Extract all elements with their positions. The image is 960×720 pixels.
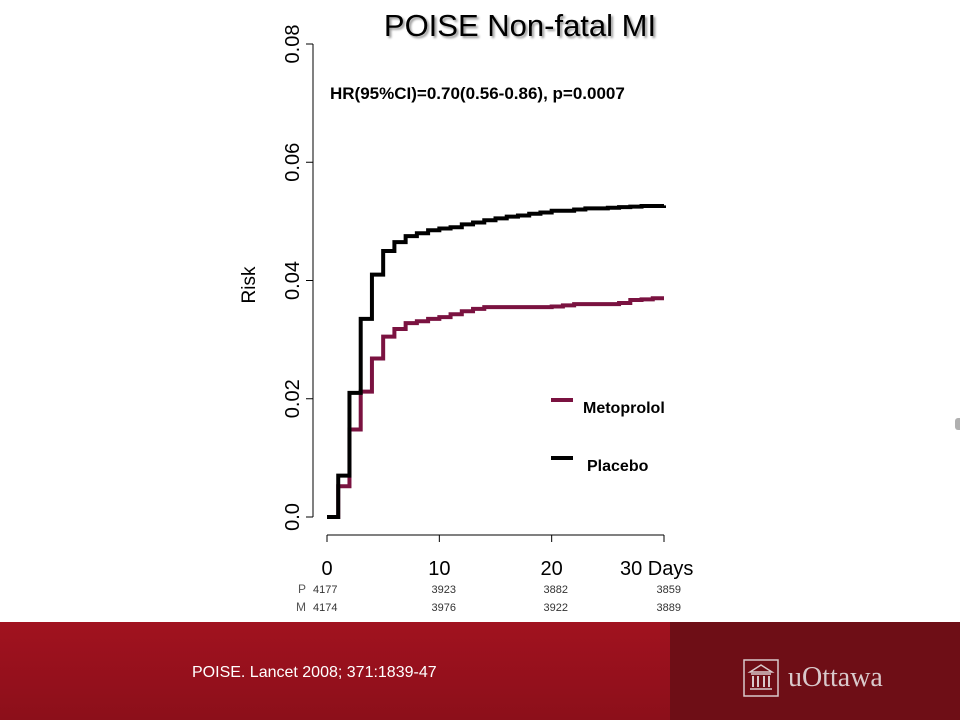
citation-text: POISE. Lancet 2008; 371:1839-47 — [192, 664, 437, 681]
chart-title: POISE Non-fatal MI — [383, 8, 657, 43]
uottawa-logo: uOttawa — [742, 658, 902, 698]
x-tick-label: 20 — [541, 558, 563, 580]
at-risk-value: 4177 — [313, 584, 337, 596]
at-risk-value: 3923 — [432, 584, 456, 596]
series-line-metoprolol — [327, 296, 664, 519]
chart-axes: 0.0 0.02 0.04 0.06 0.08 Risk 0 10 20 30 Days — [239, 25, 693, 580]
km-chart: 0.0 0.02 0.04 0.06 0.08 Risk 0 10 20 30 Days Meto… — [239, 25, 693, 614]
y-tick-label: 0.06 — [282, 143, 304, 182]
at-risk-value: 4174 — [313, 602, 337, 614]
building-icon — [743, 659, 779, 697]
y-axis-label: Risk — [239, 266, 260, 303]
footer-bar: POISE. Lancet 2008; 371:1839-47 uOttawa — [0, 622, 960, 720]
edge-fragment — [955, 418, 960, 430]
at-risk-value: 3859 — [657, 584, 681, 596]
footer-left-panel: POISE. Lancet 2008; 371:1839-47 — [0, 622, 670, 720]
footer-right-panel — [670, 622, 960, 720]
x-tick-label: 30 Days — [620, 558, 693, 580]
y-tick-label: 0.08 — [282, 25, 304, 64]
hazard-ratio-annotation: HR(95%CI)=0.70(0.56-0.86), p=0.0007 — [330, 84, 625, 103]
series-line-placebo — [327, 204, 666, 519]
at-risk-value: 3882 — [544, 584, 568, 596]
at-risk-value: 3922 — [544, 602, 568, 614]
at-risk-row-label: M — [296, 600, 306, 614]
x-tick-label: 10 — [428, 558, 450, 580]
at-risk-value: 3889 — [657, 602, 681, 614]
legend-label: Placebo — [587, 458, 649, 475]
legend-label: Metoprolol — [583, 400, 665, 417]
at-risk-table: PM 4177 3923 3882 3859 4174 3976 3922 3889 — [296, 582, 681, 614]
y-tick-label: 0.04 — [282, 261, 304, 300]
x-tick-label: 0 — [321, 558, 332, 580]
y-tick-label: 0.0 — [282, 503, 304, 531]
chart-series — [327, 204, 666, 519]
chart-legend: Metoprolol Placebo — [551, 398, 665, 475]
y-tick-label: 0.02 — [282, 379, 304, 418]
at-risk-value: 3976 — [432, 602, 456, 614]
logo-wordmark: uOttawa — [788, 662, 883, 693]
at-risk-row-label: P — [298, 582, 306, 596]
